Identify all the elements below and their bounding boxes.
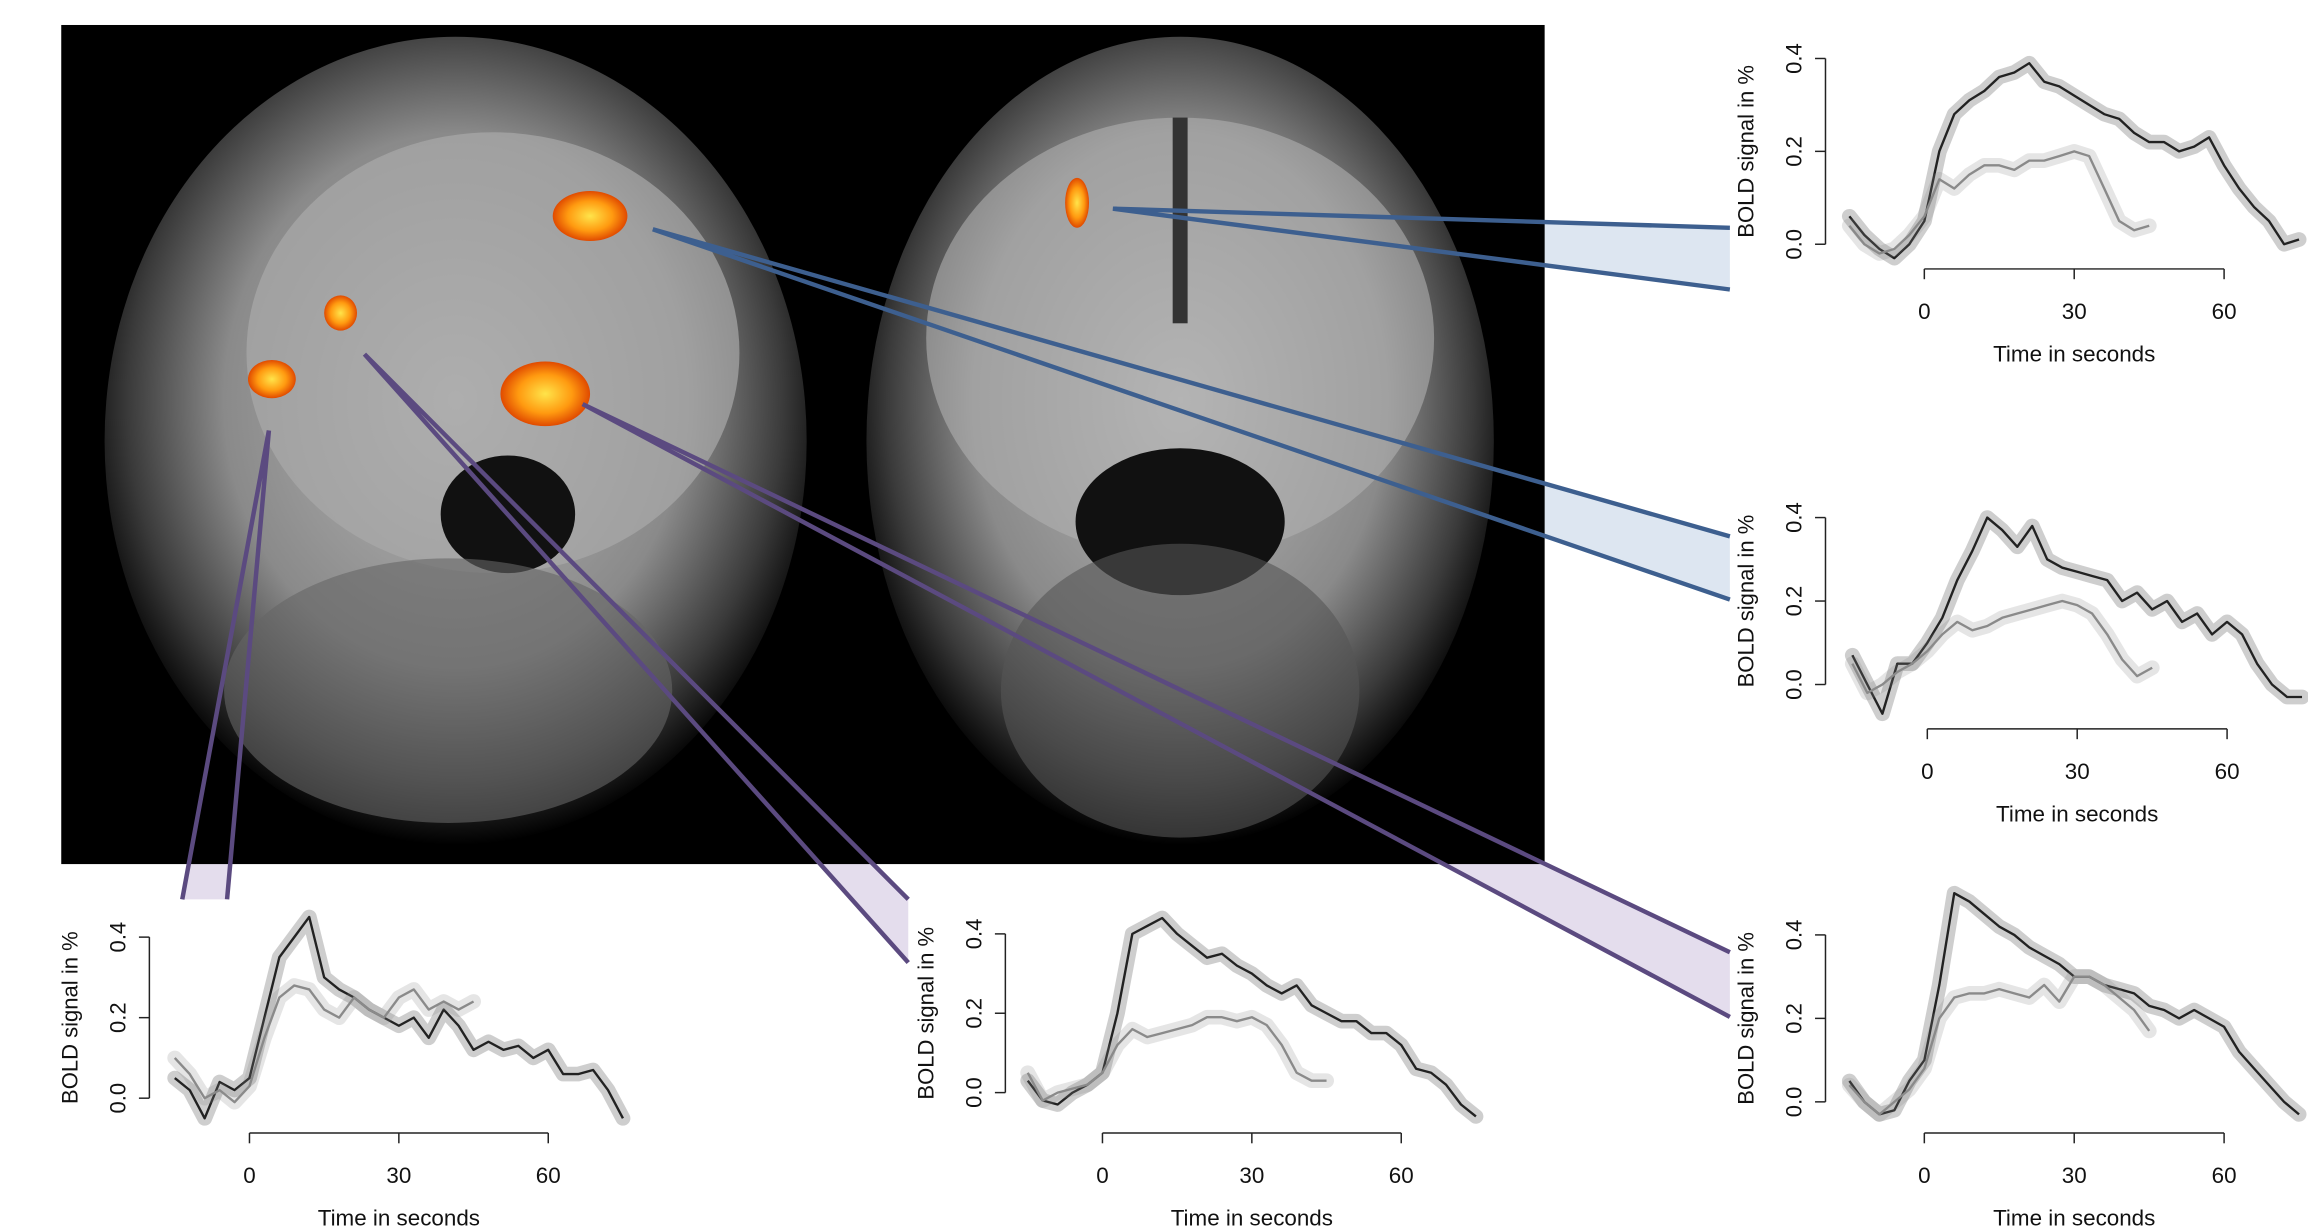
x-tick-label: 60 <box>1389 1163 1414 1188</box>
brain-images <box>61 25 1544 864</box>
y-axis-label: BOLD signal in % <box>57 931 82 1104</box>
y-tick-label: 0.0 <box>961 1077 986 1108</box>
x-axis-label: Time in seconds <box>1993 1206 2155 1230</box>
y-tick-label: 0.4 <box>1781 502 1806 533</box>
x-tick-label: 30 <box>386 1163 411 1188</box>
x-tick-label: 60 <box>2215 759 2240 784</box>
y-tick-label: 0.2 <box>1781 136 1806 167</box>
confidence-band <box>1849 151 2149 253</box>
x-tick-label: 0 <box>1921 759 1933 784</box>
page: {"chart_data": [ {"type": "line", "ylabe… <box>0 0 2308 1230</box>
x-tick-label: 0 <box>243 1163 255 1188</box>
y-tick-label: 0.0 <box>1781 229 1806 260</box>
y-tick-label: 0.4 <box>105 922 130 953</box>
x-tick-label: 0 <box>1096 1163 1108 1188</box>
y-axis-label: BOLD signal in % <box>1734 932 1759 1105</box>
line-chart: 0.0 0.2 0.4 0 30 60 Time in seconds BOLD signal… <box>913 918 1475 1230</box>
y-axis-label: BOLD signal in % <box>1734 65 1759 238</box>
x-tick-label: 30 <box>2065 759 2090 784</box>
y-tick-label: 0.0 <box>1781 1087 1806 1118</box>
y-tick-label: 0.4 <box>1781 43 1806 74</box>
y-tick-label: 0.0 <box>1781 669 1806 700</box>
y-axis-label: BOLD signal in % <box>913 927 938 1100</box>
line-chart: 0.0 0.2 0.4 0 30 60 Time in seconds BOLD signal… <box>1734 893 2299 1230</box>
y-tick-label: 0.2 <box>1781 1003 1806 1034</box>
y-tick-label: 0.0 <box>105 1083 130 1114</box>
confidence-band <box>1852 601 2152 693</box>
y-axis-label: BOLD signal in % <box>1734 515 1759 688</box>
x-tick-label: 60 <box>2212 1163 2237 1188</box>
y-tick-label: 0.4 <box>961 919 986 950</box>
line-chart: 0.0 0.2 0.4 0 30 60 Time in seconds BOLD signal… <box>1734 43 2299 366</box>
y-tick-label: 0.2 <box>961 998 986 1029</box>
x-tick-label: 30 <box>2062 1163 2087 1188</box>
line-chart: 0.0 0.2 0.4 0 30 60 Time in seconds BOLD signal… <box>57 917 622 1230</box>
x-tick-label: 0 <box>1918 299 1930 324</box>
x-tick-label: 60 <box>536 1163 561 1188</box>
confidence-band <box>1849 977 2149 1115</box>
series-line <box>1852 518 2302 714</box>
line-chart: 0.0 0.2 0.4 0 30 60 Time in seconds BOLD signal… <box>1734 502 2302 826</box>
x-axis-label: Time in seconds <box>1996 802 2158 827</box>
confidence-band <box>1852 518 2302 714</box>
x-axis-label: Time in seconds <box>318 1206 480 1230</box>
x-axis-label: Time in seconds <box>1171 1206 1333 1230</box>
x-tick-label: 30 <box>2062 299 2087 324</box>
y-tick-label: 0.2 <box>105 1002 130 1033</box>
y-tick-label: 0.4 <box>1781 920 1806 951</box>
x-tick-label: 30 <box>1239 1163 1264 1188</box>
x-axis-label: Time in seconds <box>1993 342 2155 367</box>
x-tick-label: 0 <box>1918 1163 1930 1188</box>
figure: 0.0 0.2 0.4 0 30 60 Time in seconds BOLD signal… <box>0 0 2308 1230</box>
y-tick-label: 0.2 <box>1781 586 1806 617</box>
x-tick-label: 60 <box>2212 299 2237 324</box>
